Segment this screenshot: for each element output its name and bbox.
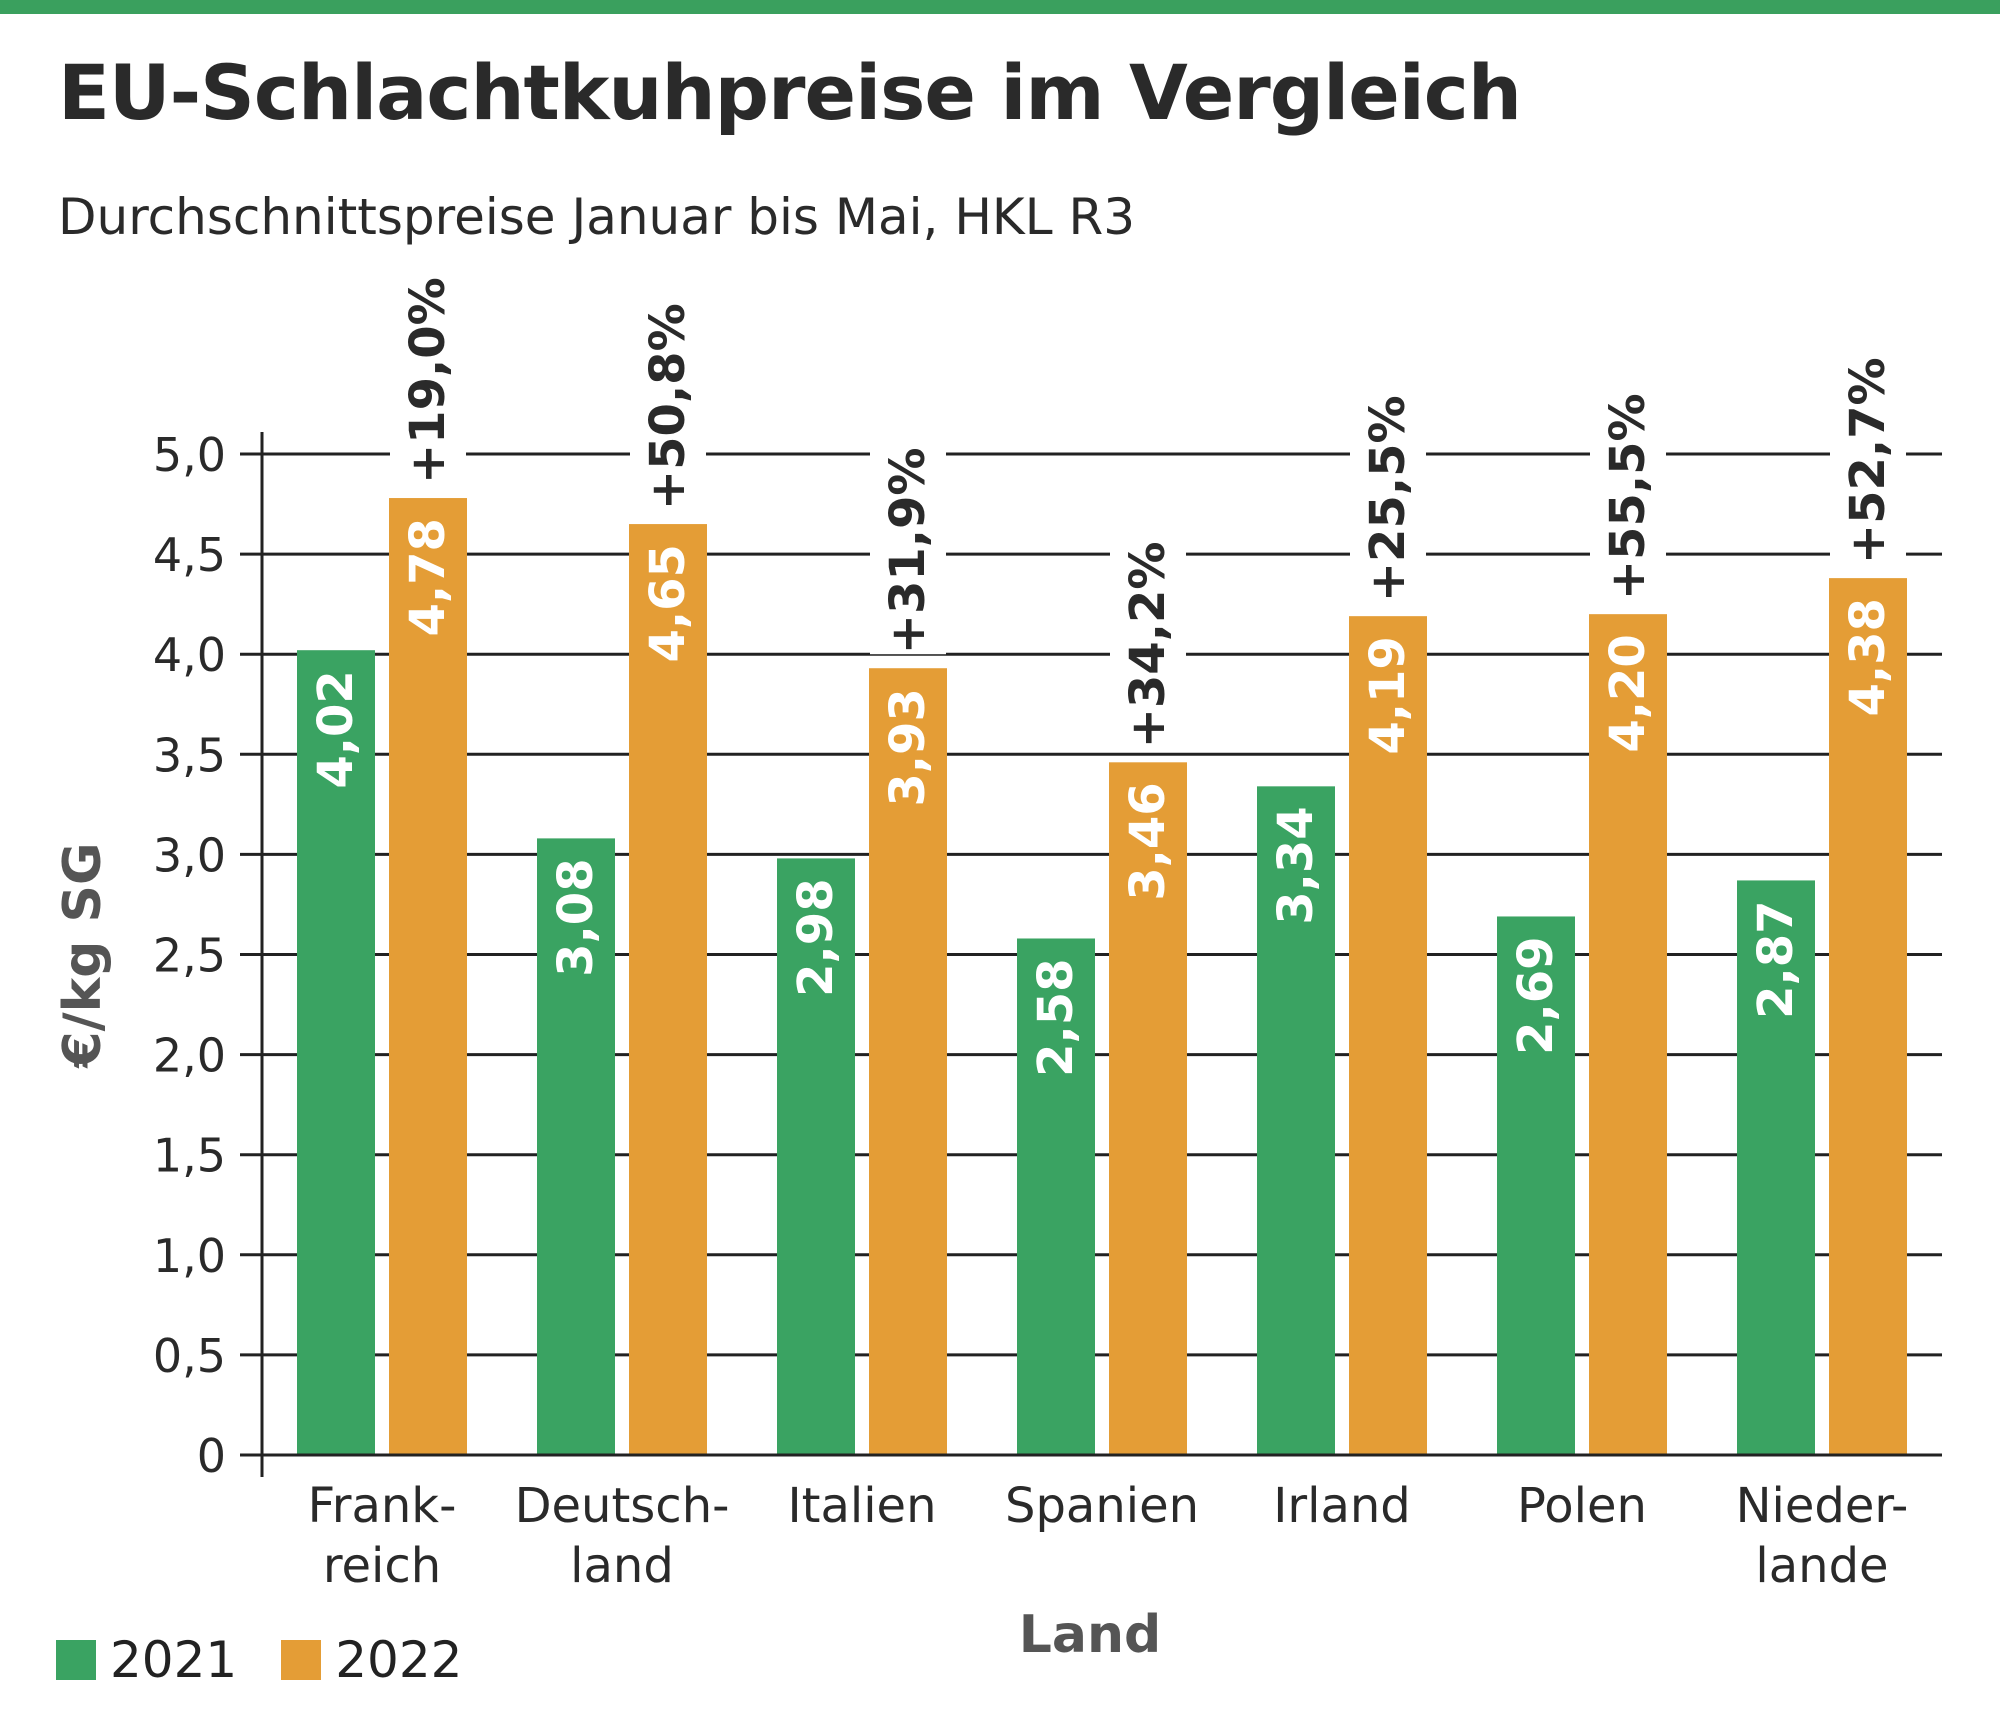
bar-2022 [1589,614,1667,1455]
y-tick-label: 3,5 [153,728,226,782]
change-label-bg [870,422,946,655]
change-label: +55,5% [1600,393,1656,600]
bar-value-label: 4,65 [640,544,696,662]
y-tick-label: 2,0 [153,1029,226,1083]
y-tick-label: 2,5 [153,929,226,983]
x-category-label: land [570,1538,674,1594]
bar-value-label: 2,87 [1748,900,1804,1018]
x-category-label: reich [323,1538,441,1594]
x-category-label: Italien [787,1478,936,1534]
bar-2021 [1737,880,1815,1455]
x-category-label: Irland [1273,1478,1411,1534]
chart-title: EU-Schlachtkuhpreise im Vergleich [58,48,1522,137]
y-tick-label: 3,0 [153,828,226,882]
bar-value-label: 2,69 [1508,936,1564,1054]
x-category-label: Spanien [1005,1478,1199,1534]
change-label: +25,5% [1360,395,1416,602]
x-category-label: Nieder- [1736,1478,1909,1534]
top-accent-bar [0,0,2000,14]
legend-swatch-2022 [281,1640,322,1680]
y-tick-label: 1,5 [153,1129,226,1183]
y-tick-label: 4,0 [153,628,226,682]
bar-value-label: 3,46 [1120,782,1176,900]
bar-2022 [629,524,707,1455]
bar-2021 [1497,916,1575,1455]
bar-2022 [1829,578,1907,1455]
bar-2022 [389,498,467,1455]
bar-2021 [297,650,375,1455]
bar-2021 [1257,786,1335,1455]
bar-2021 [1017,938,1095,1455]
change-label-bg [1350,370,1426,603]
change-label-bg [390,252,466,485]
bar-value-label: 4,78 [400,518,456,636]
legend-label-2021: 2021 [110,1631,238,1689]
y-tick-label: 4,5 [153,528,226,582]
change-label-bg [1830,332,1906,565]
bar-value-label: 3,08 [548,858,604,976]
change-label-bg [630,278,706,511]
legend-item-2022: 2022 [281,1631,463,1689]
bar-value-label: 4,02 [308,670,364,788]
change-label: +31,9% [880,447,936,654]
legend-item-2021: 2021 [56,1631,237,1689]
change-label: +52,7% [1840,357,1896,564]
x-category-label: Deutsch- [515,1478,730,1534]
change-label: +34,2% [1120,542,1176,749]
bar-2022 [1109,762,1187,1455]
bar-value-label: 4,20 [1600,634,1656,752]
bar-2021 [777,858,855,1455]
change-label-bg [1590,368,1666,601]
y-tick-label: 0 [197,1429,226,1483]
y-tick-label: 1,0 [153,1229,226,1283]
legend-label-2022: 2022 [335,1631,463,1689]
chart-subtitle: Durchschnittspreise Januar bis Mai, HKL … [58,188,1136,246]
bar-value-label: 4,38 [1840,598,1896,716]
change-label: +50,8% [640,303,696,510]
bar-value-label: 3,34 [1268,806,1324,924]
bar-2022 [869,668,947,1455]
legend-swatch-2021 [56,1640,96,1680]
change-label: +19,0% [400,277,456,484]
x-category-label: lande [1755,1538,1888,1594]
y-axis-title: €/kg SG [53,842,113,1068]
bar-2022 [1349,616,1427,1455]
x-category-label: Frank- [308,1478,457,1534]
bar-value-label: 3,93 [880,688,936,806]
change-label-bg [1110,516,1186,749]
bar-value-label: 2,58 [1028,958,1084,1076]
bar-value-label: 2,98 [788,878,844,996]
y-tick-label: 0,5 [153,1329,226,1383]
y-tick-label: 5,0 [153,428,226,482]
x-category-label: Polen [1517,1478,1647,1534]
bar-value-label: 4,19 [1360,636,1416,754]
bar-2021 [537,838,615,1455]
x-axis-title: Land [1019,1605,1161,1665]
legend: 2021 2022 [56,1630,507,1690]
